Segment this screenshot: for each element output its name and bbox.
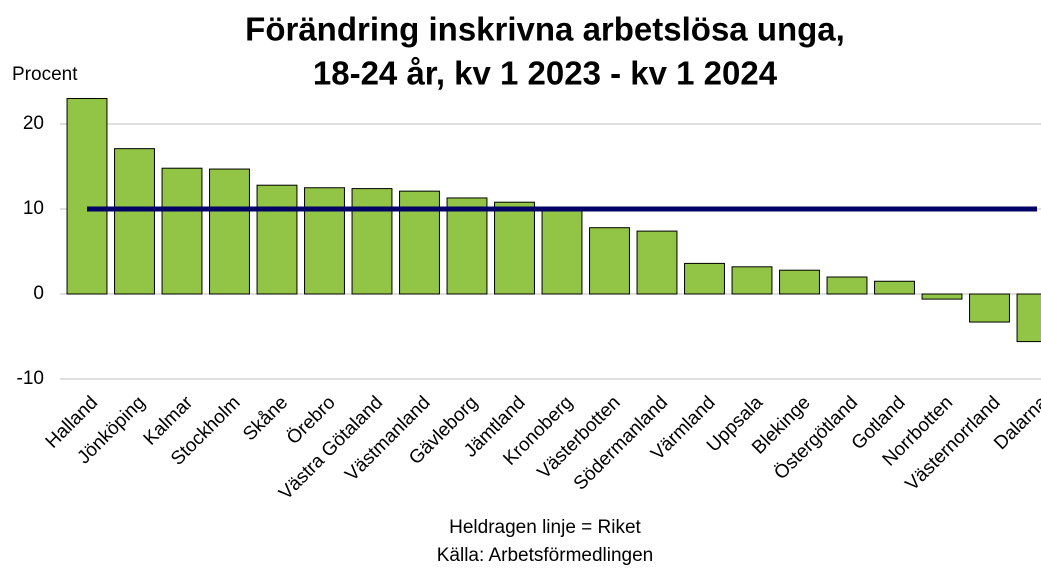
- bar: [494, 201, 535, 295]
- bar: [731, 266, 773, 295]
- note: Källa: Arbetsförmedlingen: [437, 545, 654, 566]
- bar: [826, 276, 868, 295]
- bar: [684, 262, 725, 295]
- bar: [779, 269, 820, 295]
- bar: [589, 227, 630, 295]
- chart-title: Förändring inskrivna arbetslösa unga,: [245, 11, 845, 48]
- x-tick-label: Skåne: [239, 392, 292, 445]
- bar: [446, 197, 488, 295]
- bar: [66, 98, 108, 295]
- y-tick-label: 0: [33, 283, 44, 304]
- bar: [209, 168, 250, 295]
- bar: [636, 230, 678, 295]
- chart-title: 18-24 år, kv 1 2023 - kv 1 2024: [313, 55, 778, 92]
- bar: [114, 148, 155, 295]
- bar: [256, 184, 298, 295]
- bar: [304, 187, 345, 295]
- y-tick-label: 10: [23, 198, 44, 219]
- bar: [969, 293, 1010, 323]
- bar: [874, 280, 915, 295]
- bar: [161, 167, 203, 295]
- y-axis-label: Procent: [12, 64, 78, 85]
- bar: [351, 188, 393, 295]
- bar: [1016, 293, 1041, 343]
- note: Heldragen linje = Riket: [449, 517, 641, 538]
- y-tick-label: 20: [23, 113, 44, 134]
- y-tick-label: -10: [17, 368, 44, 389]
- bar: [541, 207, 583, 295]
- bar: [921, 293, 963, 300]
